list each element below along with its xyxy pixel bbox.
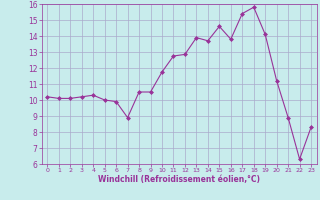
X-axis label: Windchill (Refroidissement éolien,°C): Windchill (Refroidissement éolien,°C) — [98, 175, 260, 184]
